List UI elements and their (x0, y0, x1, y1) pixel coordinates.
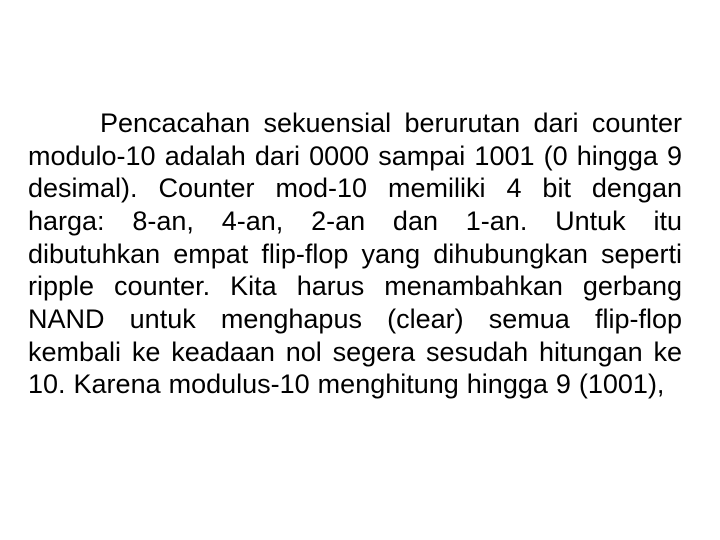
page: Pencacahan sekuensial berurutan dari cou… (0, 0, 720, 540)
body-paragraph: Pencacahan sekuensial berurutan dari cou… (28, 107, 682, 401)
